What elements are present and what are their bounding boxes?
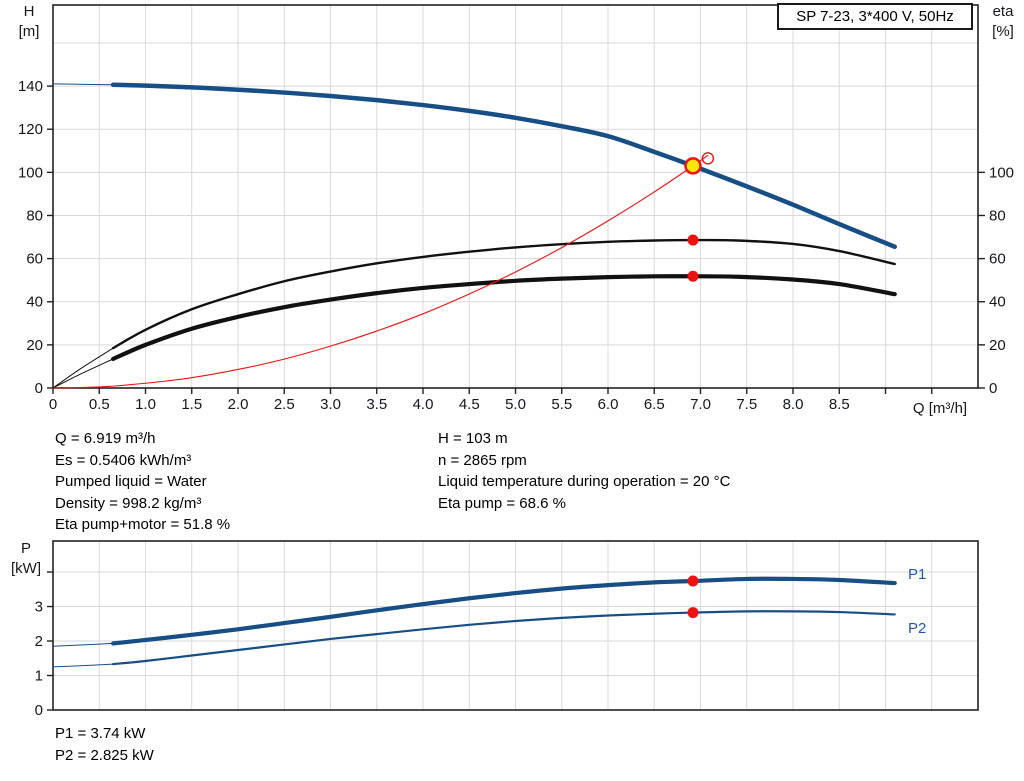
p2-curve [112,610,896,666]
tick-label-right: 0 [989,380,997,397]
tick-label-left: 1 [35,668,43,685]
duty-point-marker[interactable] [684,157,702,175]
power-p2: P2 = 2.825 kW [55,746,154,764]
eta-pump-curve [111,238,896,350]
tick-label-left: 120 [18,121,43,138]
system-curve [52,154,709,389]
pump-title-box: SP 7-23, 3*400 V, 50Hz [777,3,973,30]
info-es: Es = 0.5406 kWh/m³ [55,451,192,469]
p2-curve-leadin [52,663,114,668]
eta-pump-point [687,234,699,246]
eta-pump-motor-point [687,270,699,282]
eta-pump-motor-curve-leadin [52,358,114,389]
tick-label-bottom: 0.5 [89,396,110,413]
tick-label-bottom: 1.0 [135,396,156,413]
tick-label-left: 40 [26,294,43,311]
tick-label-bottom: 6.0 [598,396,619,413]
power-chart: 0 1 2 3 [35,540,979,719]
pump-curve-leadin [52,83,114,86]
p-axis-name: P [20,540,31,557]
eta-pump-curve-leadin [52,347,114,389]
pump-title: SP 7-23, 3*400 V, 50Hz [796,8,954,25]
tick-label-right: 60 [989,251,1006,268]
tick-label-bottom: 6.5 [644,396,665,413]
tick-label-bottom: 8.0 [783,396,804,413]
eta-axis-label: eta [%] [982,2,1024,42]
qh-eta-chart: 0 20 40 60 80 100 120 140 0 20 40 60 80 100 0 0.5 1.0 1.5… [18,4,1014,413]
info-q: Q = 6.919 m³/h [55,430,156,447]
pump-curve [110,82,897,249]
h-axis-unit: [m] [18,23,40,40]
h-axis-name: H [23,3,35,20]
tick-label-left: 100 [18,164,43,181]
tick-label-left: 140 [18,78,43,95]
alt-duty-point-ring [701,152,715,165]
p1-curve [111,576,897,646]
tick-label-bottom: 4.0 [413,396,434,413]
tick-label-bottom: 3.0 [320,396,341,413]
eta-axis-name: eta [992,3,1014,20]
p2-curve-label: P2 [908,620,927,637]
info-eta-pump-motor: Eta pump+motor = 51.8 % [55,516,231,533]
info-block-left: Q = 6.919 m³/h Es = 0.5406 kWh/m³ Pumped… [55,428,230,536]
tick-label-left: 80 [26,207,43,224]
tick-label-bottom: 2.5 [274,396,295,413]
power-p1: P1 = 3.74 kW [55,725,146,742]
tick-label-left: 2 [35,633,43,650]
tick-label-bottom: 3.5 [366,396,387,413]
tick-label-bottom: 5.0 [505,396,526,413]
plot-border [52,540,979,711]
tick-label-bottom: 8.5 [829,396,850,413]
info-liquid-temp: Liquid temperature during operation = 20… [438,473,731,490]
info-eta-pump: Eta pump = 68.6 % [438,494,566,512]
info-block-right: H = 103 m n = 2865 rpm Liquid temperatur… [438,428,730,514]
tick-label-left: 60 [26,251,43,268]
tick-label-right: 80 [989,207,1006,224]
p1-point [687,575,699,587]
info-h: H = 103 m [438,430,508,447]
info-density: Density = 998.2 kg/m³ [55,494,202,512]
tick-label-left: 0 [35,702,43,719]
eta-pump-motor-curve [111,274,897,361]
eta-axis-unit: [%] [992,23,1014,40]
p-axis-unit: [kW] [11,560,41,577]
h-axis-label: H [m] [6,2,52,42]
p-axis-label: P [kW] [2,539,50,579]
tick-label-left: 20 [26,337,43,354]
tick-label-bottom: 4.5 [459,396,480,413]
tick-label-bottom: 0 [49,396,57,413]
info-n: n = 2865 rpm [438,451,527,469]
tick-label-right: 20 [989,337,1006,354]
p1-curve-leadin [52,642,114,647]
tick-label-bottom: 7.5 [736,396,757,413]
tick-label-left: 0 [35,380,43,397]
tick-label-left: 3 [35,599,43,616]
tick-label-right: 100 [989,164,1014,181]
tick-label-bottom: 2.0 [228,396,249,413]
tick-label-bottom: 7.0 [690,396,711,413]
p2-point [687,607,699,619]
tick-label-right: 40 [989,294,1006,311]
info-pumped-liquid: Pumped liquid = Water [55,473,207,490]
tick-label-bottom: 5.5 [551,396,572,413]
power-info-block: P1 = 3.74 kW P2 = 2.825 kW [55,723,154,766]
p1-curve-label: P1 [908,566,927,583]
tick-label-bottom: 1.5 [181,396,202,413]
q-axis-label: Q [m³/h] [912,400,968,417]
